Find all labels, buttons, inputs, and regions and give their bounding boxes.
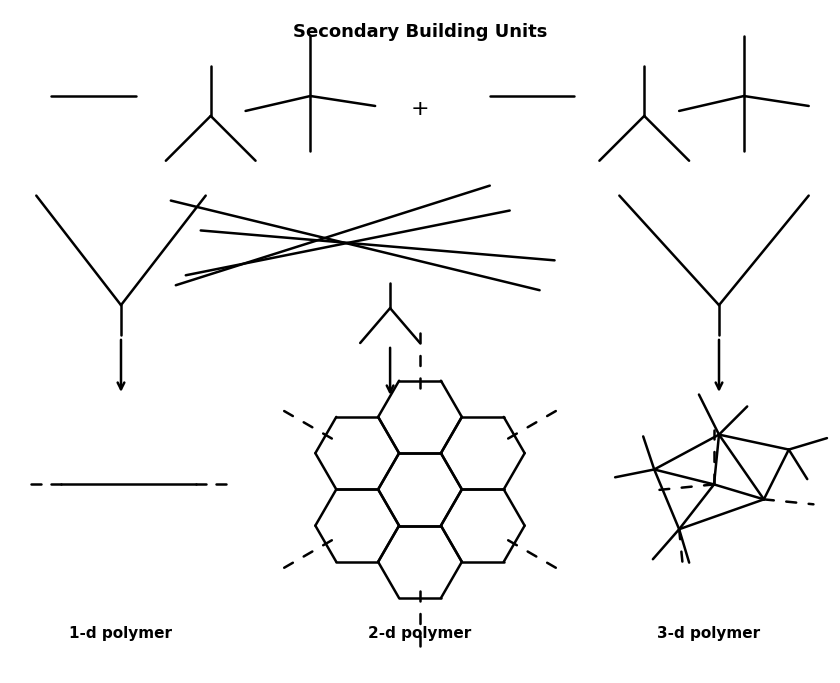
Text: +: +: [411, 99, 429, 119]
Text: 1-d polymer: 1-d polymer: [70, 626, 172, 641]
Text: 3-d polymer: 3-d polymer: [658, 626, 760, 641]
Text: 2-d polymer: 2-d polymer: [369, 626, 471, 641]
Text: Secondary Building Units: Secondary Building Units: [293, 23, 547, 41]
